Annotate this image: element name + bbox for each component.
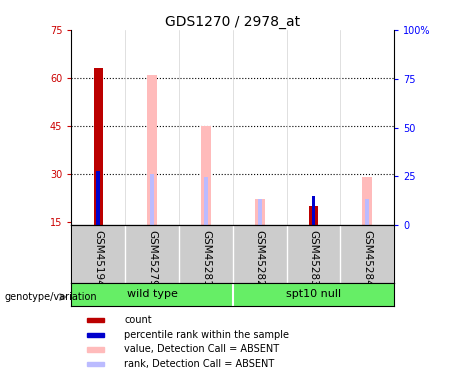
Text: GSM45282: GSM45282 [254,230,265,286]
Text: rank, Detection Call = ABSENT: rank, Detection Call = ABSENT [124,359,275,369]
Text: GSM45194: GSM45194 [93,230,103,286]
Bar [366,200,369,225]
Text: spt10 null: spt10 null [286,290,341,299]
Bar [96,171,100,225]
Title: GDS1270 / 2978_at: GDS1270 / 2978_at [165,15,301,29]
Bar [312,196,315,225]
FancyBboxPatch shape [87,362,104,366]
Bar [150,174,154,225]
Bar [201,126,211,225]
Bar [204,177,208,225]
Bar [362,177,372,225]
Text: wild type: wild type [127,290,177,299]
Text: GSM45281: GSM45281 [201,230,211,286]
Text: percentile rank within the sample: percentile rank within the sample [124,330,290,340]
Text: GSM45284: GSM45284 [362,230,372,286]
Bar [255,200,265,225]
Bar [309,206,318,225]
Text: GSM45279: GSM45279 [147,230,157,286]
Text: GSM45283: GSM45283 [308,230,319,286]
FancyBboxPatch shape [87,318,104,322]
FancyBboxPatch shape [87,347,104,351]
Text: value, Detection Call = ABSENT: value, Detection Call = ABSENT [124,345,279,354]
Bar [148,75,157,225]
FancyBboxPatch shape [87,333,104,337]
Text: genotype/variation: genotype/variation [5,292,97,302]
Text: count: count [124,315,152,326]
Bar [258,200,261,225]
Bar [94,68,103,225]
